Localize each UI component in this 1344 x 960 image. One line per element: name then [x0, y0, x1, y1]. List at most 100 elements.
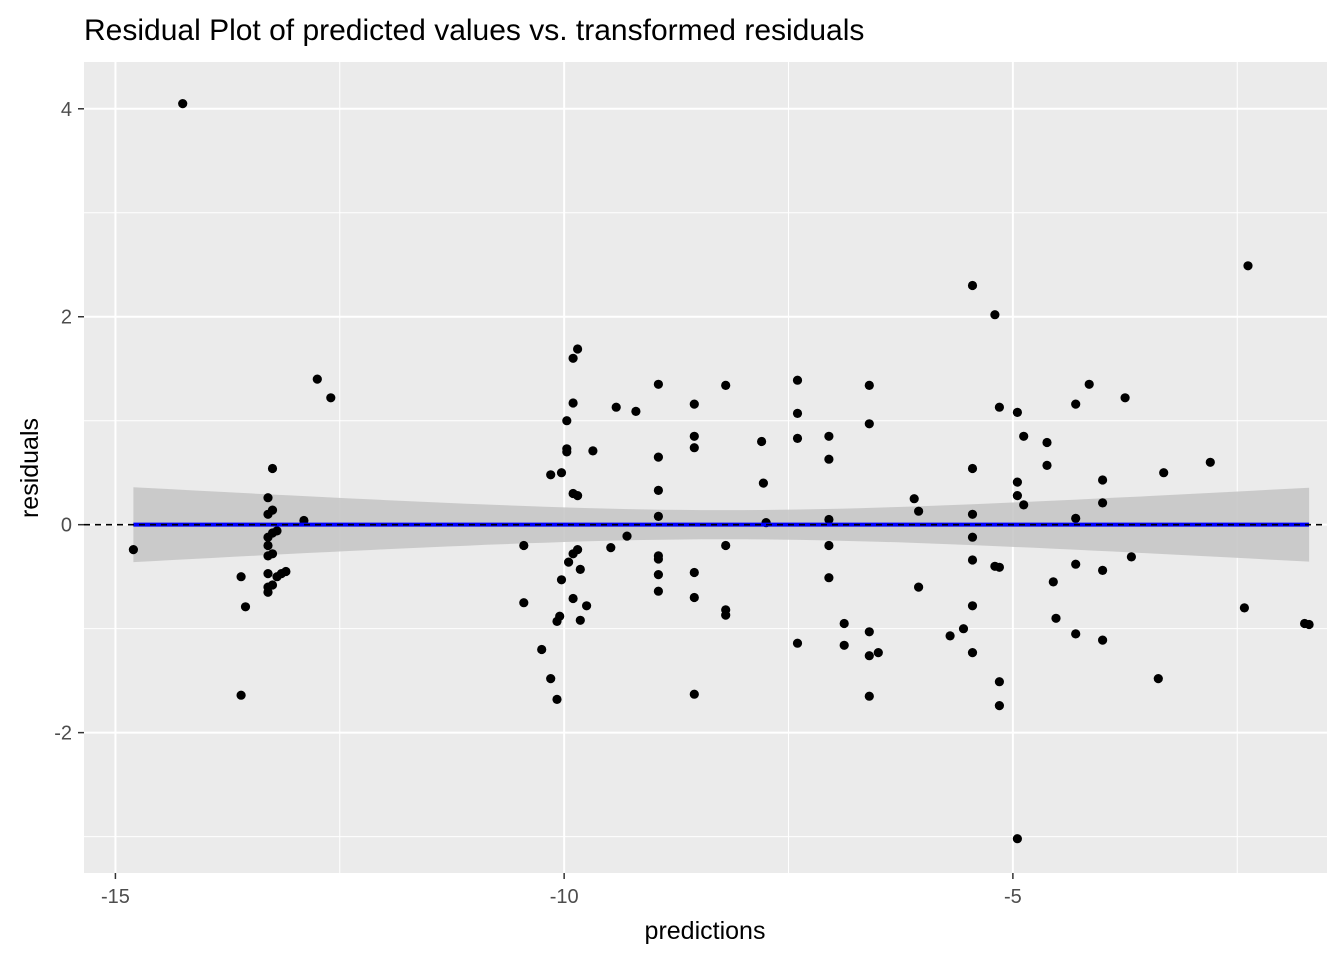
- data-point: [914, 506, 924, 516]
- data-point: [653, 570, 664, 580]
- data-point: [272, 526, 282, 536]
- data-point: [1098, 565, 1108, 576]
- data-point: [1153, 674, 1163, 684]
- data-point: [263, 569, 273, 579]
- data-point: [967, 509, 978, 519]
- data-points: [128, 99, 1314, 844]
- data-point: [792, 433, 803, 443]
- data-point: [689, 399, 699, 409]
- data-point: [653, 379, 664, 389]
- data-point: [967, 648, 978, 658]
- data-point: [721, 380, 731, 390]
- data-point: [631, 406, 641, 416]
- data-point: [562, 447, 572, 457]
- data-point: [263, 540, 273, 551]
- data-point: [263, 587, 273, 597]
- data-point: [994, 677, 1005, 687]
- data-point: [864, 380, 874, 390]
- data-point: [1012, 834, 1023, 844]
- data-point: [653, 586, 664, 596]
- data-point: [721, 540, 731, 551]
- data-point: [267, 580, 278, 590]
- data-point: [555, 611, 565, 621]
- data-point: [873, 648, 883, 658]
- data-point: [562, 416, 572, 426]
- data-point: [824, 540, 834, 551]
- data-point: [582, 601, 592, 611]
- data-point: [689, 689, 699, 699]
- data-point: [556, 468, 567, 478]
- data-point: [575, 615, 585, 625]
- x-axis-label: predictions: [645, 917, 766, 945]
- data-point: [721, 610, 731, 620]
- data-point: [267, 505, 278, 515]
- data-point: [573, 545, 583, 555]
- data-point: [792, 638, 803, 648]
- data-point: [689, 443, 699, 453]
- data-point: [267, 463, 278, 474]
- data-point: [994, 562, 1005, 572]
- data-point: [945, 631, 955, 641]
- y-tick-label: -2: [54, 723, 72, 745]
- data-point: [568, 593, 578, 604]
- y-axis-ticks: -2 0 2 4: [54, 99, 84, 745]
- data-point: [839, 640, 849, 650]
- data-point: [1012, 491, 1023, 501]
- data-point: [281, 566, 291, 577]
- data-point: [326, 393, 336, 403]
- data-point: [178, 99, 188, 109]
- data-point: [824, 514, 834, 525]
- data-point: [267, 549, 278, 559]
- y-tick-label: 0: [61, 515, 72, 537]
- data-point: [864, 419, 874, 429]
- data-point: [519, 598, 529, 608]
- data-point: [792, 408, 803, 418]
- data-point: [1071, 559, 1081, 569]
- chart-title: Residual Plot of predicted values vs. tr…: [84, 14, 864, 47]
- data-point: [568, 398, 578, 408]
- data-point: [519, 540, 529, 551]
- data-point: [564, 557, 574, 567]
- data-point: [653, 485, 664, 495]
- plot-panel: [84, 62, 1327, 873]
- data-point: [1084, 379, 1094, 389]
- data-point: [967, 532, 978, 542]
- data-point: [588, 446, 598, 456]
- data-point: [1304, 619, 1314, 630]
- data-point: [758, 478, 769, 488]
- minor-gridlines: [84, 62, 1327, 873]
- y-tick-label: 2: [61, 307, 72, 329]
- data-point: [839, 618, 849, 629]
- data-point: [653, 452, 664, 462]
- data-point: [552, 694, 562, 705]
- data-point: [546, 674, 556, 684]
- data-point: [967, 555, 978, 565]
- data-point: [967, 280, 978, 291]
- data-point: [568, 353, 578, 363]
- data-point: [689, 592, 699, 603]
- data-point: [1098, 635, 1108, 645]
- data-point: [537, 644, 547, 655]
- data-point: [653, 511, 664, 521]
- data-point: [611, 402, 621, 412]
- data-point: [792, 375, 803, 385]
- data-point: [1159, 468, 1169, 478]
- data-point: [864, 691, 874, 701]
- data-point: [622, 531, 632, 541]
- data-point: [914, 582, 924, 592]
- data-point: [1120, 393, 1130, 403]
- data-point: [236, 572, 246, 582]
- data-point: [824, 431, 834, 441]
- data-point: [909, 494, 919, 504]
- data-point: [994, 402, 1005, 412]
- data-point: [573, 344, 583, 354]
- data-point: [864, 627, 874, 637]
- data-point: [1126, 552, 1136, 562]
- y-axis-label: residuals: [16, 418, 44, 518]
- data-point: [994, 701, 1005, 711]
- data-point: [236, 690, 246, 700]
- data-point: [1071, 629, 1081, 639]
- data-point: [1239, 603, 1249, 613]
- data-point: [128, 545, 138, 555]
- data-point: [864, 651, 874, 661]
